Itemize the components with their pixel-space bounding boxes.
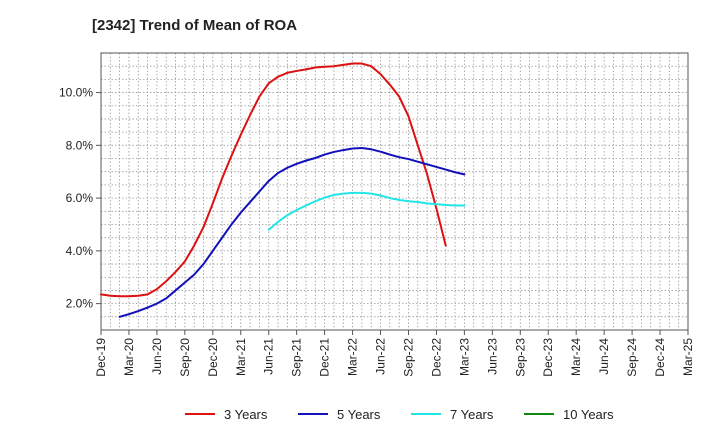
axis-layer: 2.0% 4.0% 6.0% 8.0% 10.0% Dec-19 Mar-20 Jun-20 S… — [59, 52, 695, 377]
chart-title: [2342] Trend of Mean of ROA — [92, 17, 297, 34]
x-tick-label: Jun-20 — [150, 338, 164, 375]
series-layer — [100, 62, 466, 318]
x-tick-label: Sep-20 — [178, 338, 192, 377]
x-tick-label: Jun-24 — [597, 338, 611, 375]
series-line-3-years — [100, 62, 447, 298]
x-tick-label: Mar-23 — [457, 338, 471, 376]
x-tick-label: Mar-20 — [122, 338, 136, 376]
y-tick-label: 8.0% — [66, 138, 94, 152]
x-tick-label: Mar-25 — [681, 338, 695, 376]
x-tick-label: Jun-21 — [262, 338, 276, 375]
x-tick-label: Mar-24 — [569, 338, 583, 376]
legend-label-5-years: 5 Years — [337, 407, 381, 422]
y-tick-label: 10.0% — [59, 86, 93, 100]
x-tick-label: Sep-23 — [513, 338, 527, 377]
legend-label-3-years: 3 Years — [224, 407, 268, 422]
plot-frame — [100, 52, 689, 331]
x-tick-label: Mar-21 — [234, 338, 248, 376]
x-tick-label: Sep-22 — [401, 338, 415, 377]
series-line-5-years — [118, 146, 466, 318]
x-tick-label: Sep-24 — [625, 338, 639, 377]
x-tick-label: Dec-19 — [94, 338, 108, 377]
x-tick-label: Dec-23 — [541, 338, 555, 377]
x-tick-label: Jun-23 — [485, 338, 499, 375]
y-tick-label: 4.0% — [66, 244, 94, 258]
x-tick-label: Mar-22 — [346, 338, 360, 376]
x-tick-label: Dec-21 — [318, 338, 332, 377]
legend-label-10-years: 10 Years — [563, 407, 614, 422]
grid-layer — [101, 53, 688, 330]
x-tick-label: Dec-20 — [206, 338, 220, 377]
x-tick-label: Sep-21 — [290, 338, 304, 377]
legend-label-7-years: 7 Years — [450, 407, 494, 422]
legend: 3 Years 5 Years 7 Years 10 Years — [185, 407, 614, 422]
x-tick-label: Dec-24 — [653, 338, 667, 377]
y-tick-label: 6.0% — [66, 191, 94, 205]
y-tick-label: 2.0% — [66, 297, 94, 311]
series-line-7-years — [267, 191, 466, 231]
x-tick-label: Jun-22 — [374, 338, 388, 375]
x-tick-label: Dec-22 — [429, 338, 443, 377]
